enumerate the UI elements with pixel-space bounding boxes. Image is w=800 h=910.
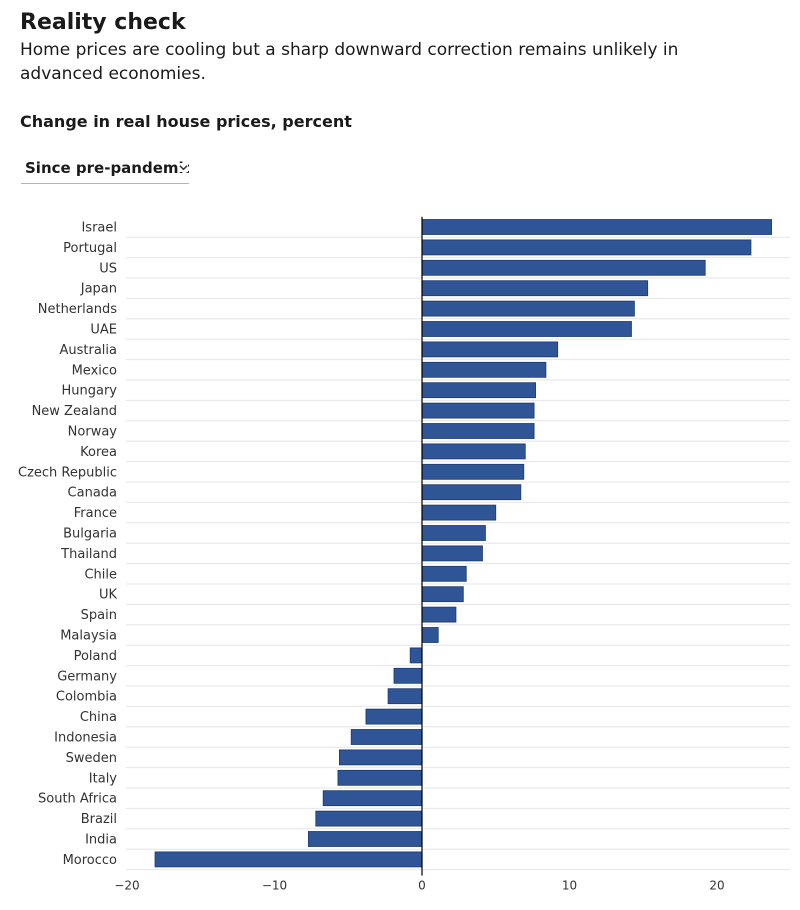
bar <box>421 361 547 378</box>
bar <box>421 300 635 317</box>
bar <box>421 280 649 297</box>
category-label: Portugal <box>63 241 117 256</box>
category-label: Germany <box>57 669 117 684</box>
category-label: New Zealand <box>32 404 117 419</box>
bar <box>421 484 522 501</box>
bar <box>421 219 772 235</box>
category-label: Italy <box>89 771 118 786</box>
category-label: Hungary <box>61 384 117 399</box>
bar <box>421 565 467 582</box>
bar <box>421 341 559 358</box>
bar <box>365 708 423 725</box>
bar <box>421 545 483 562</box>
bar <box>421 586 464 603</box>
category-label: Norway <box>68 425 118 440</box>
bar <box>421 239 752 256</box>
category-label: Malaysia <box>60 629 117 644</box>
bar <box>421 402 535 419</box>
category-label: UAE <box>90 323 117 338</box>
category-label: Canada <box>68 486 117 501</box>
category-label: China <box>80 710 117 725</box>
bar <box>421 627 439 643</box>
bar <box>421 259 706 276</box>
category-label: Japan <box>80 282 117 297</box>
x-tick-label: 10 <box>562 879 577 893</box>
category-label: Thailand <box>60 547 117 562</box>
category-label: Australia <box>59 343 117 358</box>
bar <box>421 504 497 521</box>
category-label: India <box>85 833 117 848</box>
category-label: Czech Republic <box>18 465 117 480</box>
category-label: Morocco <box>63 853 117 868</box>
bar <box>421 443 526 460</box>
category-label: Bulgaria <box>63 527 117 542</box>
x-tick-label: −20 <box>114 879 139 893</box>
chart-subtitle: Home prices are cooling but a sharp down… <box>20 40 679 84</box>
bar <box>308 831 423 847</box>
chart-heading: Change in real house prices, percent <box>20 112 352 131</box>
category-label: Netherlands <box>38 302 117 317</box>
category-label: Brazil <box>81 812 117 827</box>
period-dropdown-label: Since pre-pandemic <box>25 159 189 177</box>
category-label: Poland <box>74 649 117 664</box>
category-label: France <box>74 506 117 521</box>
bar <box>409 647 423 664</box>
x-tick-label: −10 <box>262 879 287 893</box>
chart-title: Reality check <box>20 10 186 35</box>
bar <box>421 463 525 480</box>
category-label: Israel <box>81 221 117 236</box>
category-label: Sweden <box>66 751 117 766</box>
bar <box>387 688 423 705</box>
bar <box>154 851 423 868</box>
bar <box>421 382 536 399</box>
bar <box>421 606 457 623</box>
chevron-down-icon <box>179 163 188 172</box>
category-label: US <box>99 261 117 276</box>
bar <box>350 729 423 745</box>
bar <box>421 525 486 541</box>
category-label: Korea <box>80 445 117 460</box>
bar-chart: Israel Portugal US Japan Netherlands UAE Austr… <box>18 216 790 893</box>
bar <box>322 790 423 807</box>
bar <box>421 321 632 337</box>
category-label: Colombia <box>56 690 117 705</box>
x-tick-label: 20 <box>709 879 724 893</box>
category-label: Mexico <box>72 363 117 378</box>
bar <box>337 769 423 786</box>
bar <box>338 749 423 766</box>
category-label: Indonesia <box>54 731 117 746</box>
category-label: Spain <box>81 608 117 623</box>
category-label: Chile <box>84 567 117 582</box>
bar <box>393 667 423 684</box>
period-dropdown[interactable]: Since pre-pandemic <box>21 156 189 184</box>
bar <box>315 810 423 827</box>
category-label: South Africa <box>38 792 117 807</box>
bar <box>421 423 535 439</box>
category-label: UK <box>99 588 118 603</box>
x-tick-label: 0 <box>418 879 426 893</box>
